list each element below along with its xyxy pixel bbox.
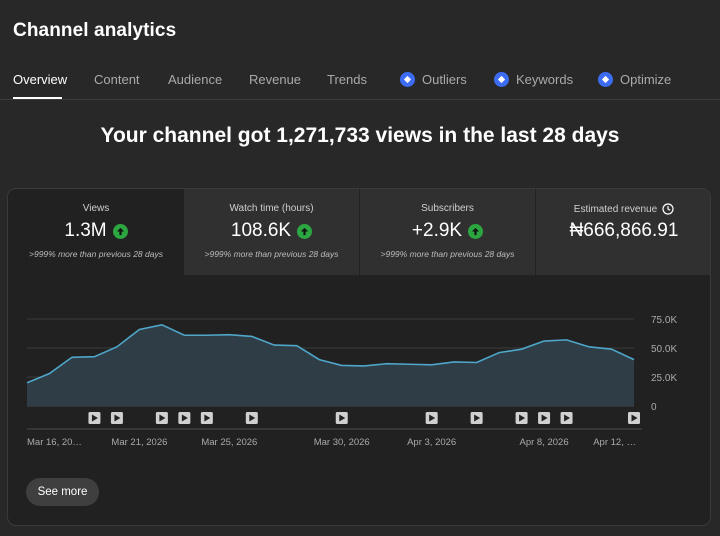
tab-revenue-label: Revenue (249, 72, 302, 87)
metric-watch-time[interactable]: Watch time (hours) 108.6K >999% more tha… (184, 189, 359, 275)
trend-up-icon (112, 223, 128, 239)
metric-label: Estimated revenue (573, 203, 658, 215)
tab-outliers[interactable]: Outliers (400, 72, 467, 87)
play-icon (631, 414, 638, 422)
x-tick-label: Apr 12, … (593, 437, 636, 448)
metric-label: Watch time (hours) (229, 203, 314, 214)
tab-optimize[interactable]: Optimize (598, 72, 671, 87)
vidiq-badge-icon (598, 72, 613, 87)
tab-content[interactable]: Content (94, 72, 140, 87)
y-tick-label: 50.0K (651, 344, 677, 355)
metric-value: 1.3M (64, 220, 107, 241)
x-tick-label: Mar 16, 20… (27, 437, 82, 448)
analytics-card: Views 1.3M >999% more than previous 28 d… (7, 188, 711, 526)
vidiq-badge-icon (400, 72, 415, 87)
tab-outliers-label: Outliers (422, 72, 467, 87)
x-tick-label: Mar 25, 2026 (201, 437, 257, 448)
play-icon (541, 414, 548, 422)
tab-overview[interactable]: Overview (13, 72, 67, 87)
tab-trends[interactable]: Trends (327, 72, 367, 87)
tab-keywords[interactable]: Keywords (494, 72, 573, 87)
views-chart: 0 25.0K 50.0K 75.0K Mar 16, 20… Mar 21, 2026 M… (26, 315, 677, 448)
views-series-line (26, 323, 635, 384)
metric-value: +2.9K (411, 220, 463, 241)
clock-icon (662, 203, 674, 215)
tab-optimize-label: Optimize (620, 72, 672, 87)
tab-audience-label: Audience (168, 72, 223, 87)
tab-trends-label: Trends (327, 72, 367, 87)
metric-value-row: +2.9K (360, 220, 535, 242)
play-icon (339, 414, 346, 422)
play-icon (249, 414, 256, 422)
views-headline: Your channel got 1,271,733 views in the … (100, 124, 620, 147)
y-tick-label: 0 (651, 402, 657, 413)
see-more-button[interactable]: See more (26, 478, 99, 506)
metric-tabs: Views 1.3M >999% more than previous 28 d… (8, 189, 710, 275)
active-tab-indicator (13, 97, 62, 99)
trend-up-icon (297, 223, 313, 239)
play-icon (564, 414, 571, 422)
metric-value-row: 1.3M (8, 220, 184, 242)
metric-subscribers[interactable]: Subscribers +2.9K >999% more than previo… (360, 189, 535, 275)
y-tick-label: 75.0K (651, 315, 677, 326)
metric-views[interactable]: Views 1.3M >999% more than previous 28 d… (8, 189, 184, 275)
tab-bar: Overview Content Audience Revenue Trends… (0, 66, 720, 100)
play-icon (429, 414, 436, 422)
metric-value-row: ₦666,866.91 (536, 220, 710, 242)
x-tick-label: Mar 21, 2026 (111, 437, 167, 448)
play-icon (474, 414, 481, 422)
vidiq-badge-icon (494, 72, 509, 87)
trend-up-icon (468, 223, 484, 239)
x-tick-label: Apr 3, 2026 (407, 437, 456, 448)
play-icon (519, 414, 526, 422)
tab-keywords-label: Keywords (516, 72, 574, 87)
play-icon (114, 414, 121, 422)
play-icon (181, 414, 188, 422)
metric-label-row: Estimated revenue (536, 203, 710, 215)
play-icon (91, 414, 98, 422)
metric-label: Views (82, 203, 110, 214)
play-icon (204, 414, 211, 422)
views-area (27, 324, 634, 406)
tab-overview-label: Overview (13, 72, 68, 87)
metric-value: ₦666,866.91 (569, 220, 679, 241)
tab-content-label: Content (94, 72, 140, 87)
tab-audience[interactable]: Audience (168, 72, 222, 87)
metric-revenue[interactable]: Estimated revenue ₦666,866.91 (536, 189, 710, 275)
metric-comparison: >999% more than previous 28 days (380, 249, 515, 259)
metric-value: 108.6K (230, 220, 292, 241)
metric-comparison: >999% more than previous 28 days (29, 249, 163, 259)
play-icon (159, 414, 166, 422)
x-tick-label: Mar 30, 2026 (314, 437, 370, 448)
metric-label: Subscribers (421, 203, 474, 214)
x-tick-label: Apr 8, 2026 (520, 437, 569, 448)
metric-comparison: >999% more than previous 28 days (204, 249, 339, 259)
metric-value-row: 108.6K (184, 220, 359, 242)
tab-revenue[interactable]: Revenue (249, 72, 301, 87)
y-tick-label: 25.0K (651, 373, 677, 384)
page-title: Channel analytics (13, 20, 177, 41)
